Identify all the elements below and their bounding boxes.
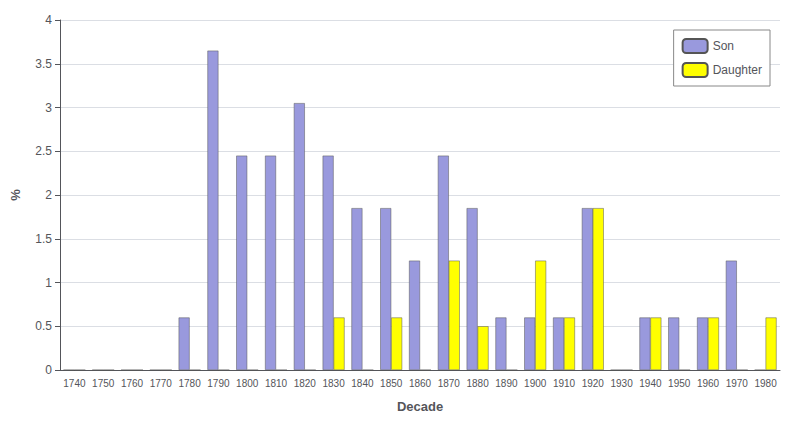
svg-text:3.5: 3.5 xyxy=(35,57,52,71)
svg-text:1.5: 1.5 xyxy=(35,232,52,246)
svg-text:1950: 1950 xyxy=(668,378,691,389)
svg-text:1890: 1890 xyxy=(495,378,518,389)
svg-text:0.5: 0.5 xyxy=(35,319,52,333)
svg-text:1820: 1820 xyxy=(294,378,317,389)
svg-text:1760: 1760 xyxy=(121,378,144,389)
svg-text:1800: 1800 xyxy=(236,378,259,389)
svg-text:0: 0 xyxy=(45,363,52,377)
svg-text:1750: 1750 xyxy=(92,378,115,389)
svg-text:1860: 1860 xyxy=(409,378,432,389)
svg-text:2.5: 2.5 xyxy=(35,144,52,158)
svg-text:1850: 1850 xyxy=(380,378,403,389)
svg-text:Daughter: Daughter xyxy=(713,63,762,77)
svg-text:%: % xyxy=(8,189,23,201)
svg-text:1920: 1920 xyxy=(582,378,605,389)
svg-text:1970: 1970 xyxy=(726,378,749,389)
svg-text:1870: 1870 xyxy=(438,378,461,389)
svg-text:1740: 1740 xyxy=(63,378,86,389)
svg-text:1900: 1900 xyxy=(524,378,547,389)
svg-text:1960: 1960 xyxy=(697,378,720,389)
svg-text:1880: 1880 xyxy=(466,378,489,389)
svg-text:2: 2 xyxy=(45,188,52,202)
svg-text:1980: 1980 xyxy=(754,378,777,389)
svg-text:1780: 1780 xyxy=(178,378,201,389)
svg-text:1: 1 xyxy=(45,276,52,290)
svg-text:1930: 1930 xyxy=(610,378,633,389)
svg-text:4: 4 xyxy=(45,13,52,27)
svg-text:3: 3 xyxy=(45,101,52,115)
svg-text:1940: 1940 xyxy=(639,378,662,389)
svg-text:Son: Son xyxy=(713,39,734,53)
svg-text:Decade: Decade xyxy=(397,399,443,414)
svg-text:1840: 1840 xyxy=(351,378,374,389)
svg-text:1810: 1810 xyxy=(265,378,288,389)
svg-text:1790: 1790 xyxy=(207,378,230,389)
svg-text:1910: 1910 xyxy=(553,378,576,389)
svg-text:1830: 1830 xyxy=(322,378,345,389)
svg-text:1770: 1770 xyxy=(150,378,173,389)
